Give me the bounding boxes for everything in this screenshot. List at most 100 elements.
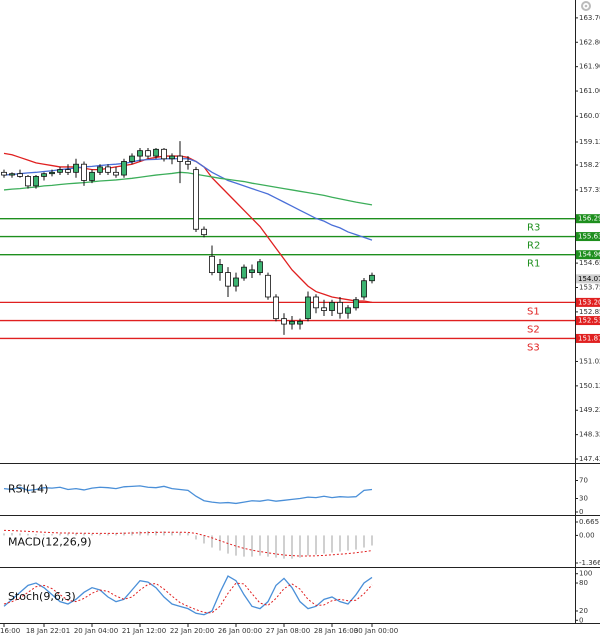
x-tick-label: 26 Jan 00:00 [218, 627, 262, 635]
level-name: R3 [527, 223, 540, 234]
level-price-label: 155.63 [578, 233, 600, 241]
y-tick-label: 149.22 [579, 406, 600, 414]
x-tick-label: 30 Jan 00:00 [354, 627, 398, 635]
macd-bar [339, 535, 341, 552]
y-tick-label: 0.665 [579, 518, 599, 526]
macd-bar [371, 535, 373, 546]
x-tick-label: 16:00 [0, 627, 20, 635]
candle-body [25, 175, 31, 187]
level-name: S1 [527, 306, 540, 317]
moving-average [3, 171, 373, 206]
macd-bar [203, 535, 205, 544]
candle-body [161, 148, 167, 160]
last-price-label: 154.07 [578, 275, 600, 283]
y-tick-label: 150.12 [579, 382, 600, 390]
level-price-box [576, 214, 600, 224]
candle-body [49, 171, 55, 175]
candle-body [329, 301, 335, 311]
indicator-title: MACD(12,26,9) [8, 536, 92, 549]
level-name: S2 [527, 325, 540, 336]
macd-bar [27, 533, 29, 536]
macd-bar [211, 535, 213, 548]
macd-bar [275, 535, 277, 558]
gear-hub[interactable] [584, 4, 588, 8]
macd-bar [291, 535, 293, 559]
candle-body [41, 173, 47, 177]
macd-bar [179, 532, 181, 536]
candle-body [281, 318, 287, 325]
macd-bar [347, 535, 349, 551]
candle-body [65, 169, 71, 173]
y-tick-label: 158.27 [579, 161, 600, 169]
y-tick-label: 162.80 [579, 38, 600, 46]
y-tick-label: 153.75 [579, 283, 600, 291]
macd-bar [195, 535, 197, 540]
y-tick-label: 151.02 [579, 357, 600, 365]
candle-body [337, 301, 343, 314]
level-price-box [576, 250, 600, 260]
candle-body [345, 307, 351, 314]
candle-body [1, 171, 7, 176]
y-tick-label: 148.32 [579, 431, 600, 439]
candle-body [217, 264, 223, 273]
candle-body [177, 155, 183, 162]
gear[interactable] [581, 1, 591, 11]
candle-body [105, 166, 111, 173]
macd-bar [299, 535, 301, 558]
y-tick-label: 154.65 [579, 259, 600, 267]
macd-bar [83, 533, 85, 536]
macd-bar [243, 535, 245, 557]
macd-bar [123, 532, 125, 536]
macd-bar [251, 535, 253, 557]
macd-bar [75, 532, 77, 536]
candle-body [57, 169, 63, 173]
candle-body [33, 175, 39, 187]
macd-bar [131, 531, 133, 536]
macd-bar [171, 531, 173, 536]
candle-body [321, 307, 327, 311]
x-tick-label: 20 Jan 04:00 [74, 627, 118, 635]
candle-body [145, 150, 151, 157]
candle-body [169, 155, 175, 160]
macd-bar [67, 533, 69, 536]
y-tick-label: 80 [579, 579, 588, 587]
panel-frames [0, 0, 600, 624]
candle-body [225, 272, 231, 287]
level-price-label: 156.29 [578, 215, 600, 223]
x-tick-label: 18 Jan 22:01 [26, 627, 70, 635]
candle-body [241, 266, 247, 279]
y-tick-label: 161.00 [579, 87, 600, 95]
candle-body [129, 155, 135, 162]
candle-body [209, 255, 215, 273]
candle-body [257, 261, 263, 273]
x-tick-label: 21 Jan 12:00 [122, 627, 166, 635]
y-tick-label: 100 [579, 570, 592, 578]
settings-icon[interactable] [581, 1, 591, 11]
y-tick-label: 20 [579, 607, 588, 615]
signal-line [3, 529, 373, 557]
x-tick-label: 22 Jan 20:00 [170, 627, 214, 635]
macd-bar [51, 534, 53, 536]
y-tick-label: 160.07 [579, 112, 600, 120]
level-price-label: 151.87 [578, 334, 600, 342]
macd-bar [43, 534, 45, 536]
candle-body [361, 280, 367, 298]
candle-body [17, 173, 23, 177]
macd-bar [355, 535, 357, 550]
macd-bar [163, 531, 165, 536]
candle-body [113, 171, 119, 176]
level-price-box [576, 297, 600, 307]
level-price-label: 153.20 [578, 298, 600, 306]
y-tick-label: 30 [579, 495, 588, 503]
indicator-title: Stoch(9,6,3) [8, 590, 76, 603]
candle-body [201, 228, 207, 236]
candle-body [353, 299, 359, 309]
level-price-label: 152.53 [578, 317, 600, 325]
candle-body [137, 150, 143, 157]
last-price-box [576, 274, 600, 284]
macd-bar [227, 535, 229, 554]
y-tick-label: 0 [579, 508, 583, 516]
macd-bar [99, 533, 101, 536]
y-tick-label: -1.3664 [579, 559, 600, 567]
level-price-box [576, 333, 600, 343]
